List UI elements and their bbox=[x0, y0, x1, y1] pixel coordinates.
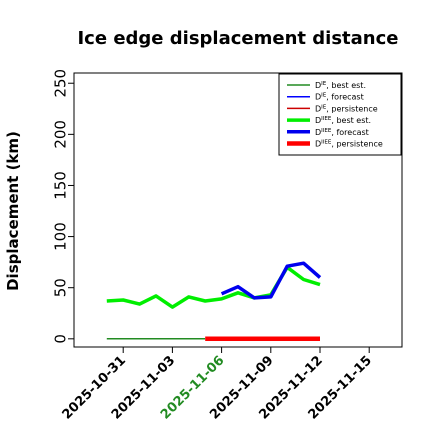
legend-label-4: DIIEE, forecast bbox=[315, 128, 369, 137]
legend: DIE, best est. DIE, forecast DIE, persiste… bbox=[278, 73, 402, 156]
legend-box bbox=[278, 73, 402, 156]
y-tick-label: 200 bbox=[51, 120, 69, 149]
legend-label-0: DIE, best est. bbox=[315, 81, 366, 90]
chart-title: Ice edge displacement distance bbox=[77, 28, 398, 49]
y-tick-label: 0 bbox=[51, 334, 69, 344]
series-lines bbox=[106, 261, 322, 342]
y-tick-label: 250 bbox=[51, 69, 69, 98]
y-tick-label: 100 bbox=[51, 222, 69, 251]
y-axis-label: Displacement (km) bbox=[4, 131, 22, 291]
plot-frame bbox=[73, 72, 403, 348]
legend-label-5: DIIEE, persistence bbox=[315, 140, 383, 149]
legend-label-2: DIE, persistence bbox=[315, 104, 378, 113]
series-line-4 bbox=[220, 261, 322, 300]
series-line-3 bbox=[106, 265, 321, 309]
y-tick-label: 50 bbox=[51, 278, 69, 297]
y-axis: 0 50 100 150 200 250 bbox=[51, 69, 74, 344]
legend-label-3: DIIEE, best est. bbox=[315, 116, 371, 125]
x-axis: 2025-10-312025-11-032025-11-062025-11-09… bbox=[60, 347, 375, 423]
legend-label-1: DIE, forecast bbox=[315, 93, 364, 102]
y-tick-label: 150 bbox=[51, 171, 69, 200]
